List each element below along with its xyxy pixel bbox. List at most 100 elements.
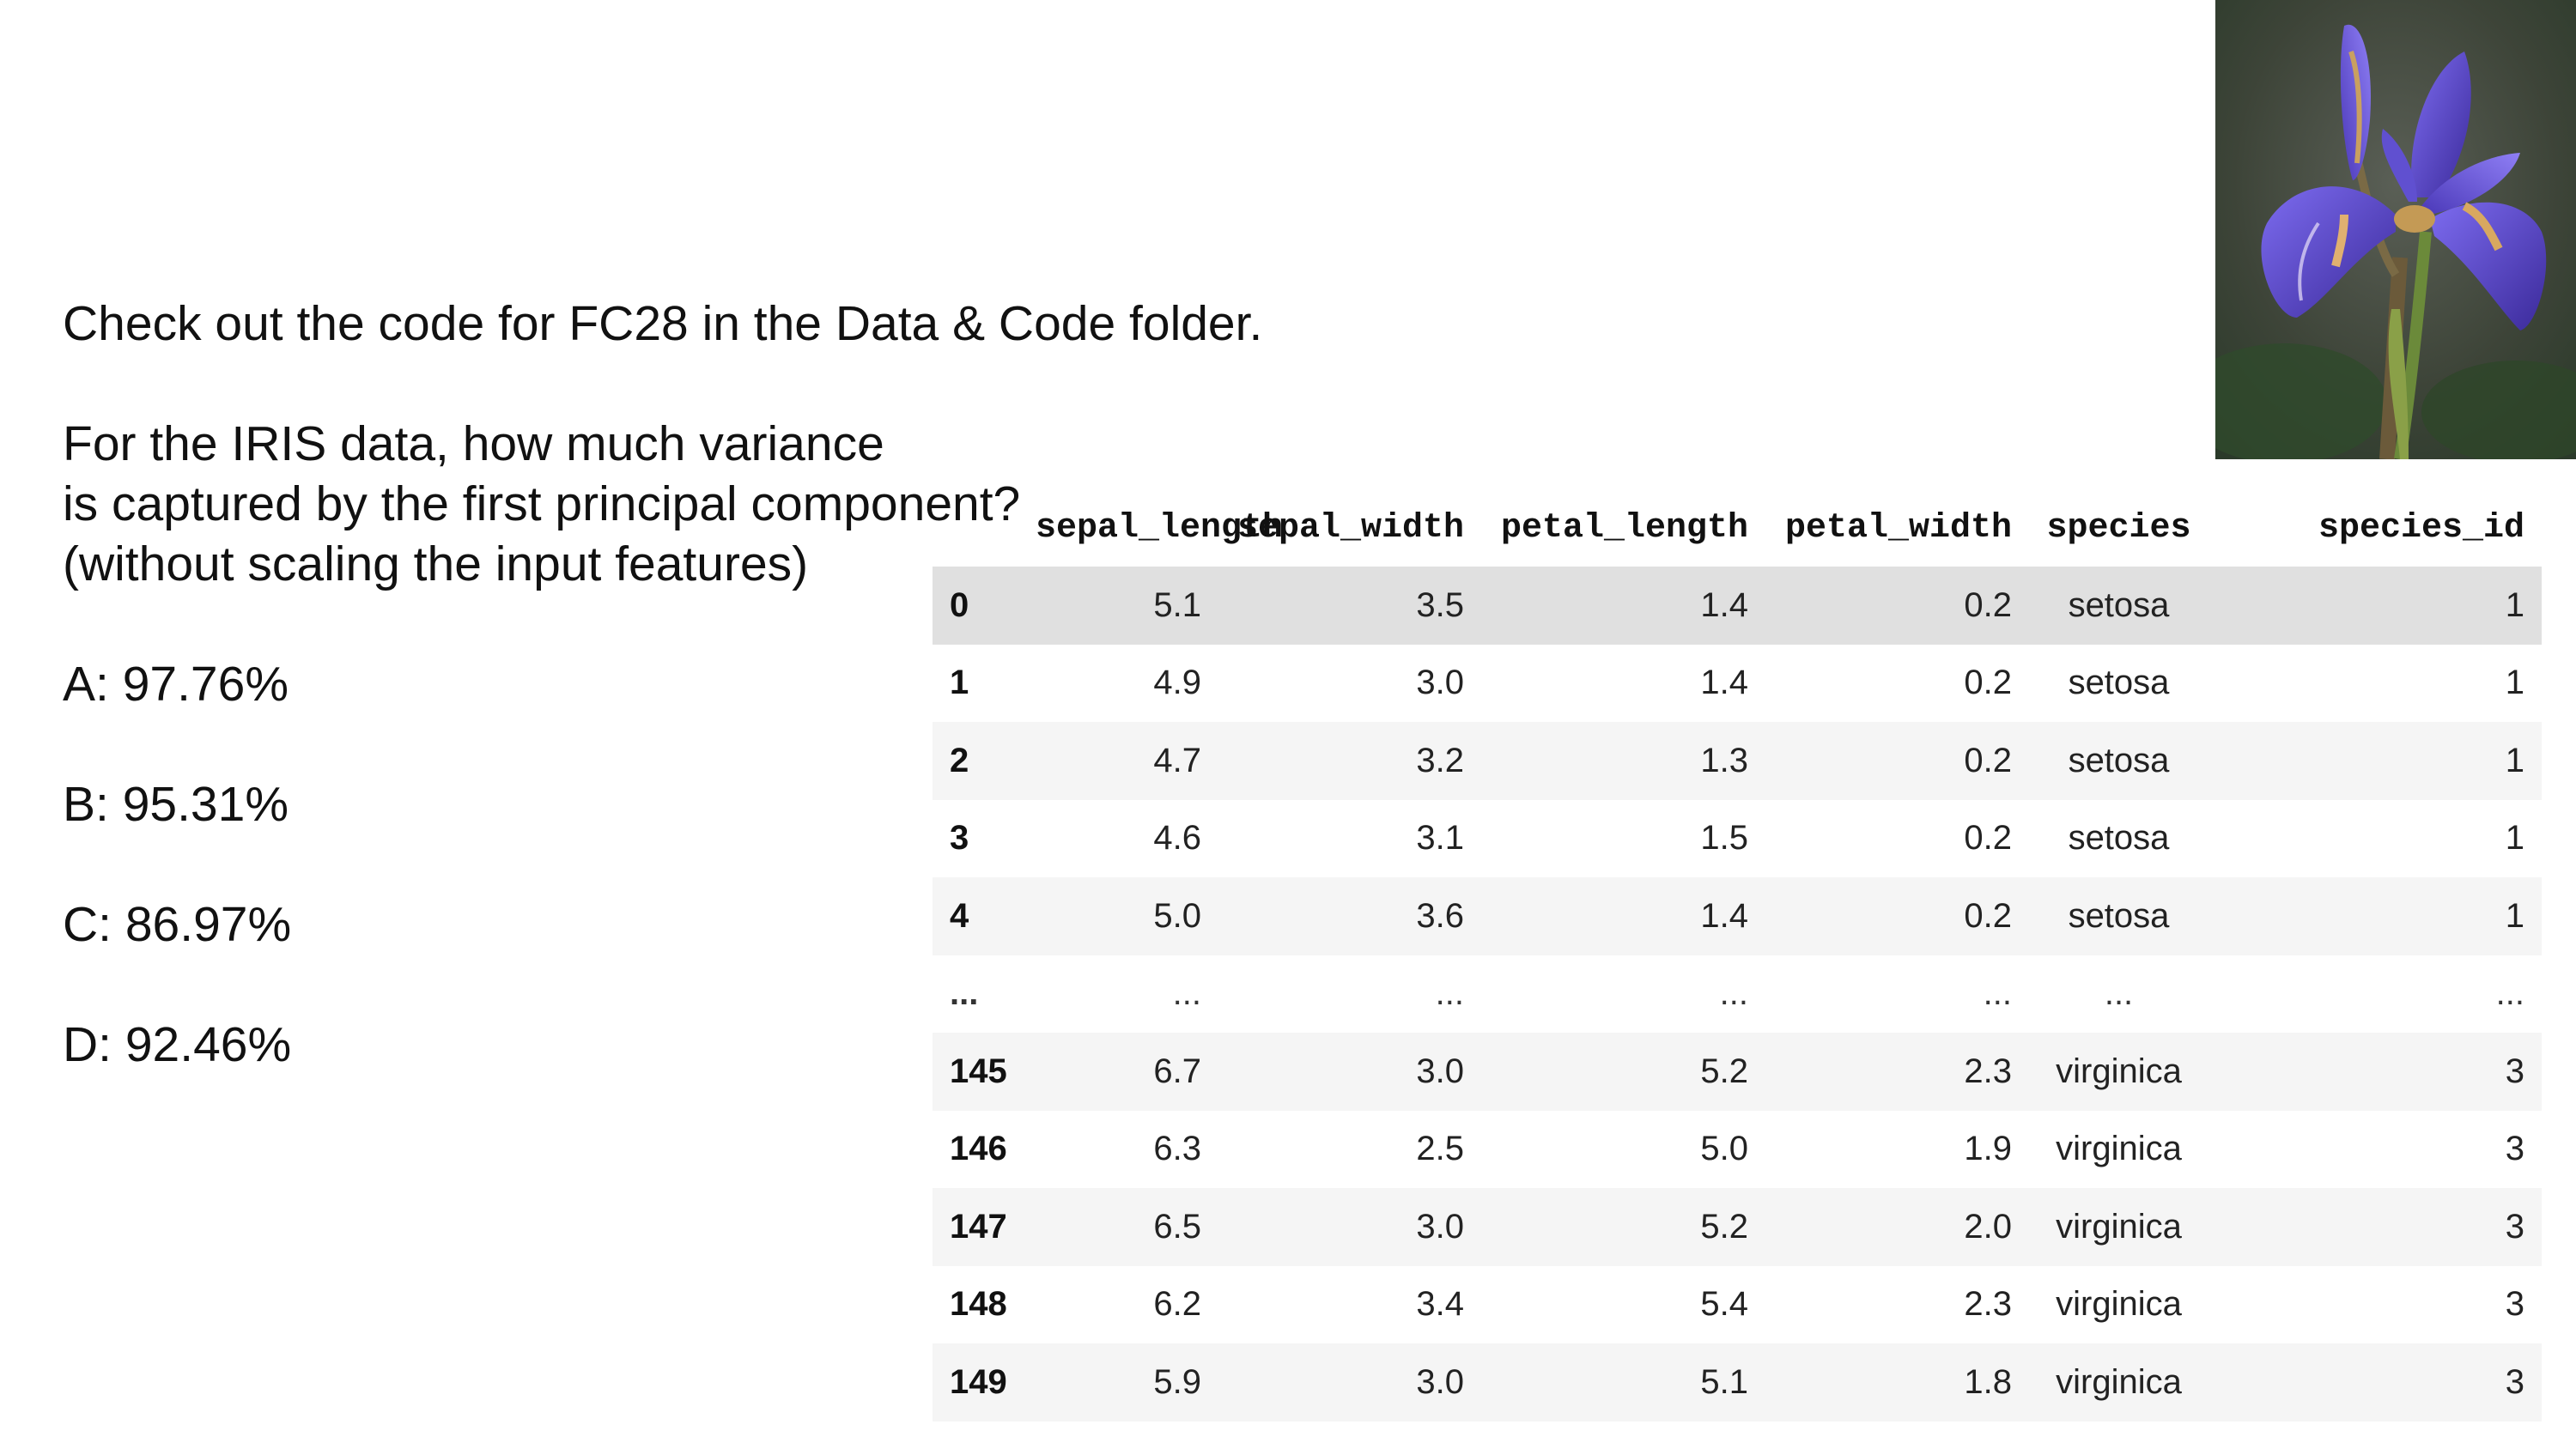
cell-petal-width: 1.8 bbox=[1765, 1343, 2029, 1422]
cell-sepal-length: ... bbox=[1036, 955, 1218, 1033]
row-index: 146 bbox=[933, 1110, 1036, 1188]
cell-species-id: 1 bbox=[2208, 567, 2542, 645]
cell-sepal-length: 5.1 bbox=[1036, 567, 1218, 645]
option-d: D: 92.46% bbox=[63, 1017, 292, 1072]
cell-petal-length: 5.2 bbox=[1481, 1033, 1765, 1111]
option-c: C: 86.97% bbox=[63, 897, 292, 952]
cell-sepal-length: 6.7 bbox=[1036, 1033, 1218, 1111]
row-index: 149 bbox=[933, 1343, 1036, 1422]
cell-petal-length: ... bbox=[1481, 955, 1765, 1033]
table-row-ellipsis: ... ... ... ... ... ... ... bbox=[933, 955, 2542, 1033]
column-header-sepal-length: sepal_length bbox=[1036, 508, 1284, 548]
cell-petal-length: 1.5 bbox=[1481, 799, 1765, 877]
table-row: 0 5.1 3.5 1.4 0.2 setosa 1 bbox=[933, 567, 2542, 645]
cell-sepal-width: 3.0 bbox=[1218, 644, 1481, 722]
cell-species-id: 3 bbox=[2208, 1265, 2542, 1343]
cell-species-id: 3 bbox=[2208, 1110, 2542, 1188]
cell-petal-width: ... bbox=[1765, 955, 2029, 1033]
cell-sepal-length: 4.6 bbox=[1036, 799, 1218, 877]
cell-petal-length: 1.3 bbox=[1481, 722, 1765, 800]
cell-sepal-length: 4.7 bbox=[1036, 722, 1218, 800]
cell-sepal-width: 3.5 bbox=[1218, 567, 1481, 645]
cell-sepal-width: ... bbox=[1218, 955, 1481, 1033]
cell-sepal-length: 4.9 bbox=[1036, 644, 1218, 722]
intro-text: Check out the code for FC28 in the Data … bbox=[63, 296, 1263, 351]
cell-species: setosa bbox=[2029, 644, 2208, 722]
row-index: 4 bbox=[933, 877, 1036, 955]
cell-sepal-width: 3.0 bbox=[1218, 1343, 1481, 1422]
cell-sepal-length: 6.2 bbox=[1036, 1265, 1218, 1343]
cell-petal-length: 5.2 bbox=[1481, 1188, 1765, 1266]
table-row: 1 4.9 3.0 1.4 0.2 setosa 1 bbox=[933, 644, 2542, 722]
question-line-3: (without scaling the input features) bbox=[63, 537, 809, 591]
table-header-row: sepal_length sepal_width petal_length pe… bbox=[933, 489, 2542, 567]
cell-sepal-width: 3.0 bbox=[1218, 1188, 1481, 1266]
row-index: 1 bbox=[933, 644, 1036, 722]
option-a: A: 97.76% bbox=[63, 657, 289, 712]
cell-species: setosa bbox=[2029, 567, 2208, 645]
cell-species-id: 3 bbox=[2208, 1343, 2542, 1422]
cell-petal-width: 0.2 bbox=[1765, 722, 2029, 800]
cell-species: virginica bbox=[2029, 1343, 2208, 1422]
row-index: 3 bbox=[933, 799, 1036, 877]
table-row: 145 6.7 3.0 5.2 2.3 virginica 3 bbox=[933, 1033, 2542, 1111]
cell-species: setosa bbox=[2029, 877, 2208, 955]
cell-sepal-width: 2.5 bbox=[1218, 1110, 1481, 1188]
cell-species-id: ... bbox=[2208, 955, 2542, 1033]
cell-species: virginica bbox=[2029, 1188, 2208, 1266]
cell-petal-length: 5.4 bbox=[1481, 1265, 1765, 1343]
table-row: 146 6.3 2.5 5.0 1.9 virginica 3 bbox=[933, 1110, 2542, 1188]
cell-species: virginica bbox=[2029, 1110, 2208, 1188]
cell-sepal-width: 3.4 bbox=[1218, 1265, 1481, 1343]
table-row: 147 6.5 3.0 5.2 2.0 virginica 3 bbox=[933, 1188, 2542, 1266]
cell-petal-width: 0.2 bbox=[1765, 644, 2029, 722]
cell-sepal-length: 6.3 bbox=[1036, 1110, 1218, 1188]
cell-sepal-length: 5.9 bbox=[1036, 1343, 1218, 1422]
cell-petal-width: 0.2 bbox=[1765, 799, 2029, 877]
cell-petal-length: 5.1 bbox=[1481, 1343, 1765, 1422]
cell-petal-width: 0.2 bbox=[1765, 877, 2029, 955]
cell-species-id: 1 bbox=[2208, 877, 2542, 955]
table-row: 148 6.2 3.4 5.4 2.3 virginica 3 bbox=[933, 1265, 2542, 1343]
row-index: 145 bbox=[933, 1033, 1036, 1111]
cell-petal-length: 1.4 bbox=[1481, 567, 1765, 645]
cell-sepal-width: 3.2 bbox=[1218, 722, 1481, 800]
cell-sepal-width: 3.0 bbox=[1218, 1033, 1481, 1111]
cell-species: setosa bbox=[2029, 799, 2208, 877]
cell-species-id: 1 bbox=[2208, 722, 2542, 800]
option-b: B: 95.31% bbox=[63, 777, 289, 832]
row-index: 147 bbox=[933, 1188, 1036, 1266]
cell-petal-width: 0.2 bbox=[1765, 567, 2029, 645]
table-row: 3 4.6 3.1 1.5 0.2 setosa 1 bbox=[933, 799, 2542, 877]
cell-sepal-length: 5.0 bbox=[1036, 877, 1218, 955]
row-index: 0 bbox=[933, 567, 1036, 645]
cell-species-id: 3 bbox=[2208, 1188, 2542, 1266]
cell-species-id: 3 bbox=[2208, 1033, 2542, 1111]
cell-petal-width: 2.3 bbox=[1765, 1265, 2029, 1343]
cell-species: ... bbox=[2029, 955, 2208, 1033]
question-line-1: For the IRIS data, how much variance bbox=[63, 416, 884, 471]
cell-species-id: 1 bbox=[2208, 799, 2542, 877]
iris-flower-image bbox=[2215, 0, 2576, 459]
cell-species-id: 1 bbox=[2208, 644, 2542, 722]
row-index: ... bbox=[933, 955, 1036, 1033]
column-header-species-id: species_id bbox=[2318, 508, 2524, 548]
column-header-sepal-width: sepal_width bbox=[1236, 508, 1464, 548]
cell-species: setosa bbox=[2029, 722, 2208, 800]
row-index: 2 bbox=[933, 722, 1036, 800]
column-header-petal-length: petal_length bbox=[1500, 508, 1748, 548]
column-header-index bbox=[933, 489, 1036, 567]
cell-petal-width: 2.0 bbox=[1765, 1188, 2029, 1266]
cell-petal-length: 1.4 bbox=[1481, 877, 1765, 955]
cell-petal-length: 1.4 bbox=[1481, 644, 1765, 722]
question-line-2: is captured by the first principal compo… bbox=[63, 476, 1021, 531]
cell-petal-width: 2.3 bbox=[1765, 1033, 2029, 1111]
row-index: 148 bbox=[933, 1265, 1036, 1343]
column-header-species: species bbox=[2046, 508, 2191, 548]
column-header-petal-width: petal_width bbox=[1784, 508, 2012, 548]
cell-petal-length: 5.0 bbox=[1481, 1110, 1765, 1188]
cell-species: virginica bbox=[2029, 1265, 2208, 1343]
cell-petal-width: 1.9 bbox=[1765, 1110, 2029, 1188]
table-row: 149 5.9 3.0 5.1 1.8 virginica 3 bbox=[933, 1343, 2542, 1422]
table-row: 4 5.0 3.6 1.4 0.2 setosa 1 bbox=[933, 877, 2542, 955]
